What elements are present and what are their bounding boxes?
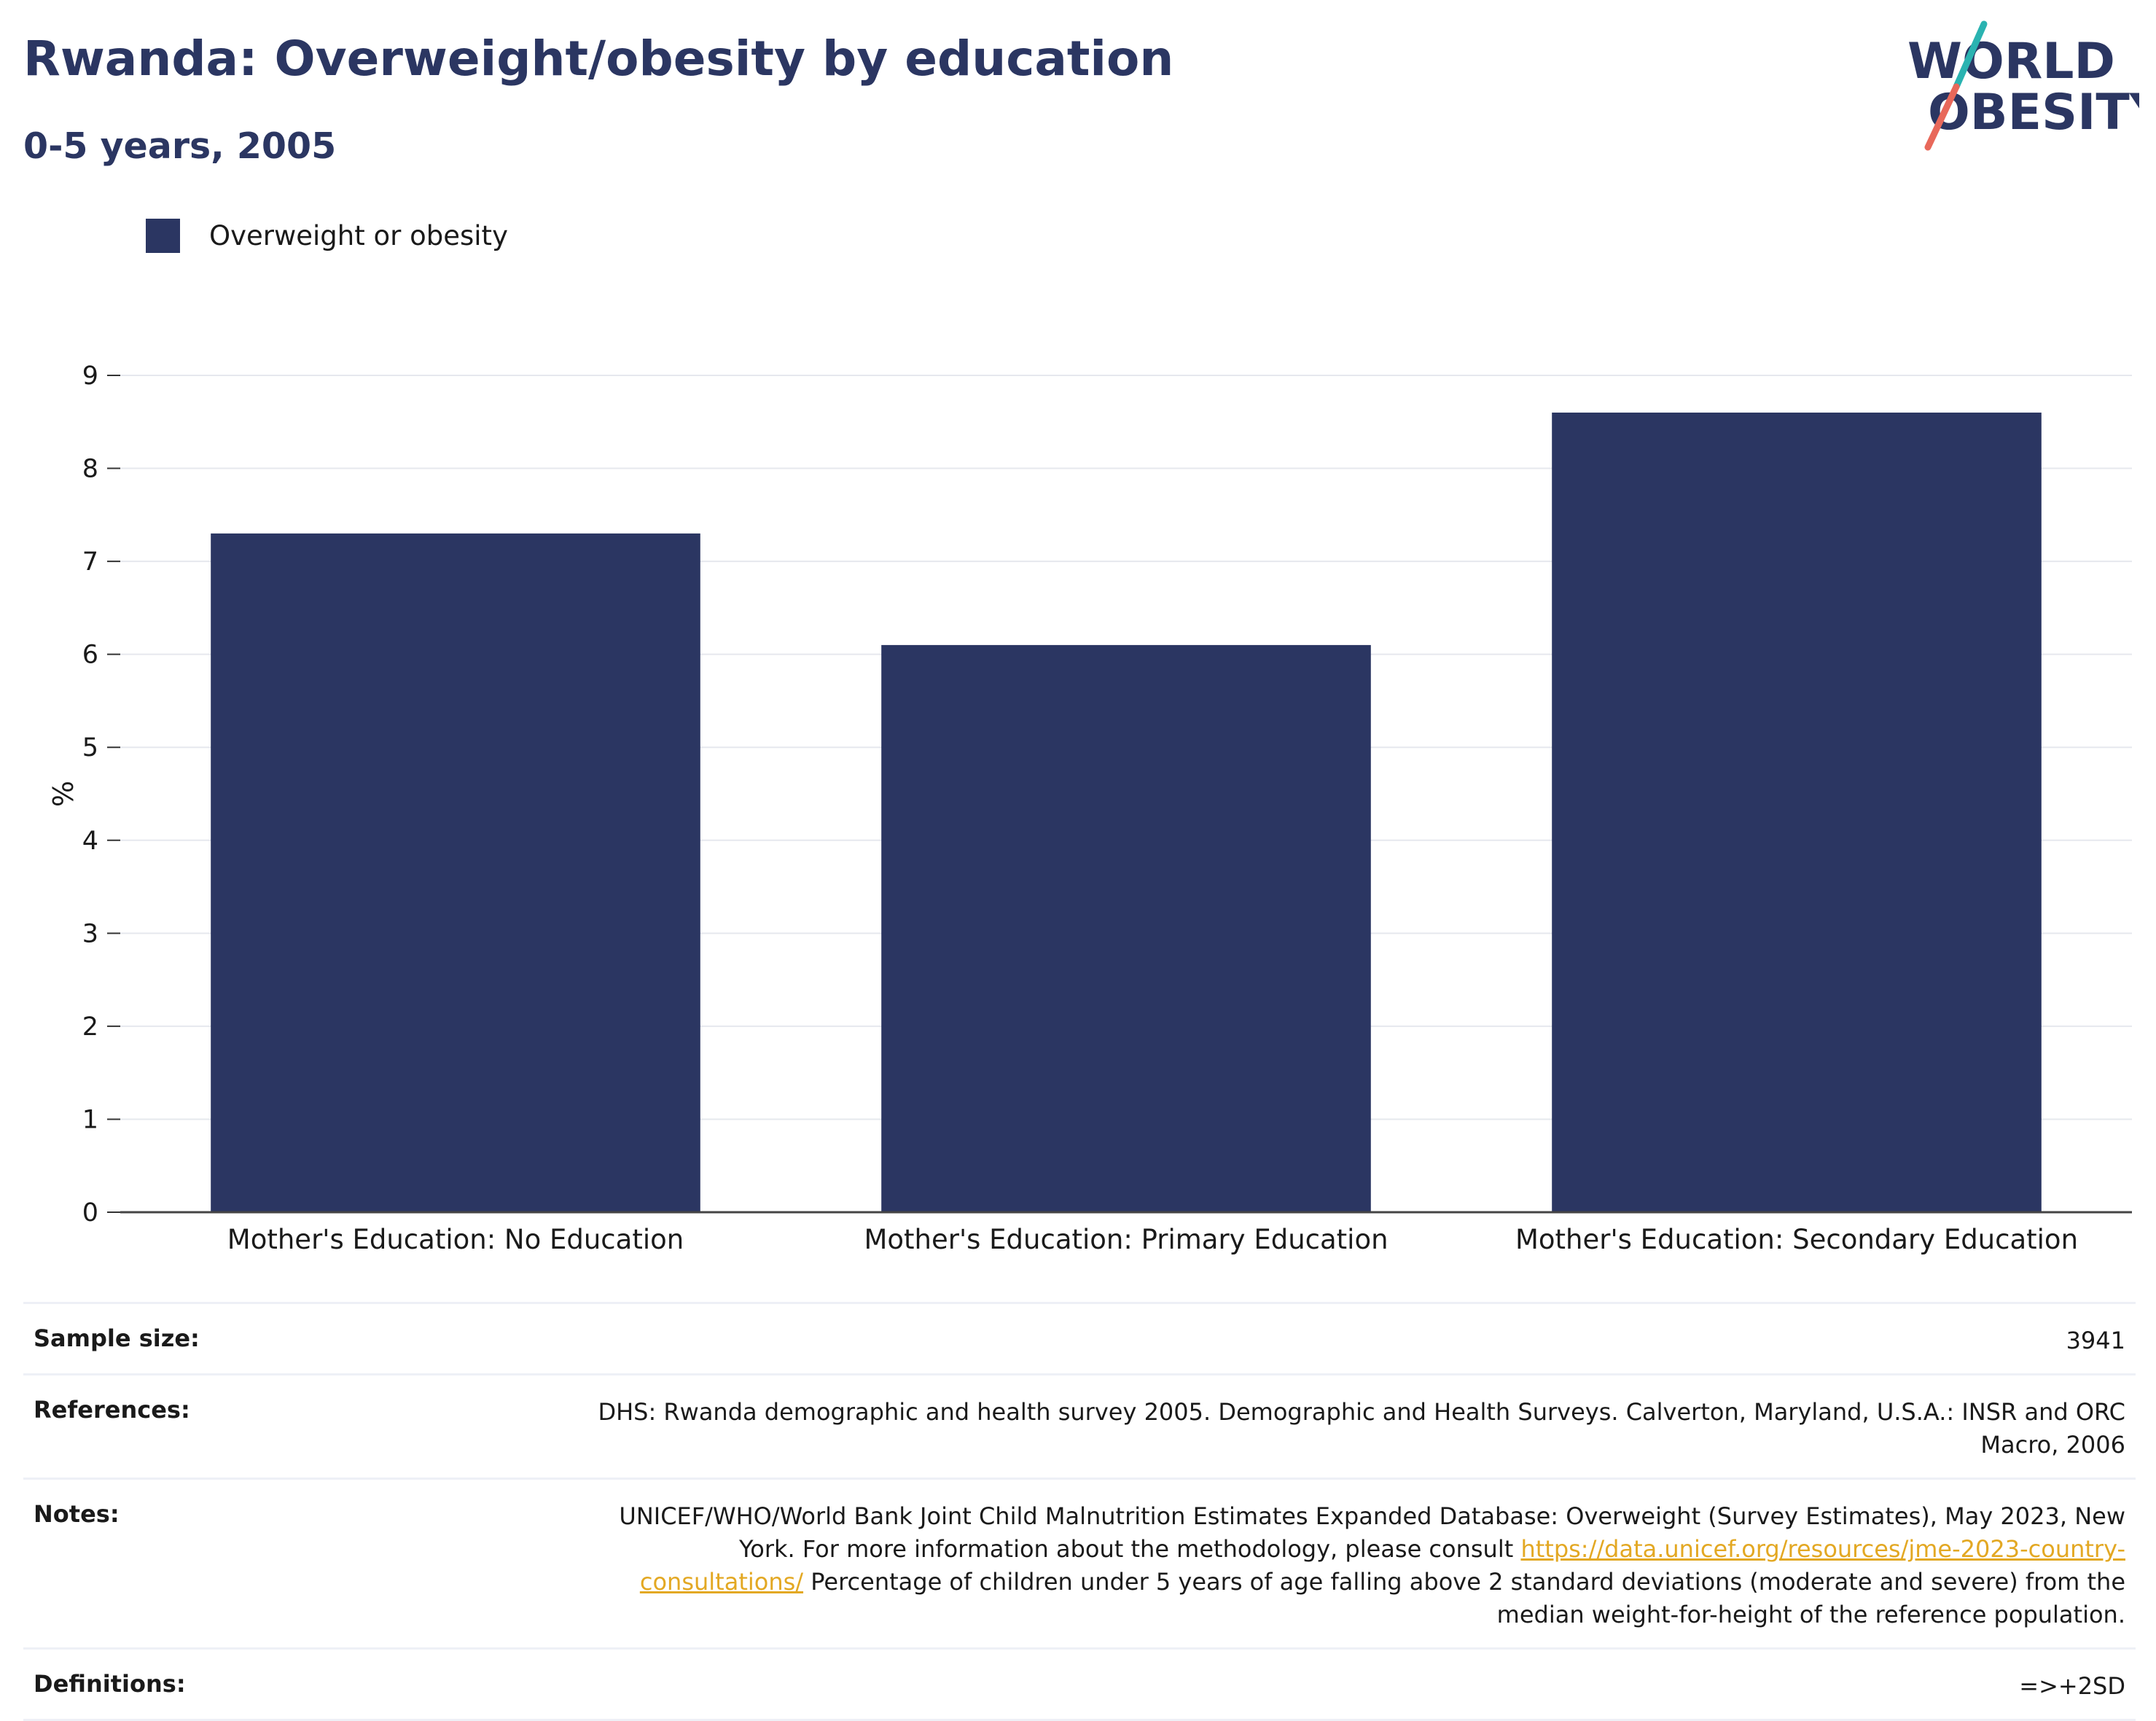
- x-tick-label: Mother's Education: Primary Education: [864, 1224, 1388, 1255]
- y-tick-label: 4: [82, 827, 98, 856]
- y-tick-label: 8: [82, 455, 98, 484]
- info-label: Notes:: [34, 1500, 120, 1528]
- notes-text-before-link: UNICEF/WHO/World Bank Joint Child Malnut…: [619, 1502, 2125, 1563]
- y-tick-label: 2: [82, 1012, 98, 1042]
- info-value: UNICEF/WHO/World Bank Joint Child Malnut…: [580, 1500, 2125, 1631]
- info-value: 3941: [2066, 1327, 2125, 1354]
- x-tick-label: Mother's Education: No Education: [227, 1224, 684, 1255]
- chart-legend: Overweight or obesity: [146, 217, 508, 254]
- bar: [1552, 413, 2042, 1212]
- bar: [881, 644, 1371, 1212]
- y-tick-label: 9: [82, 362, 98, 391]
- logo-slash-top: [1953, 20, 1988, 90]
- legend-label: Overweight or obesity: [209, 219, 508, 251]
- info-label: References:: [34, 1396, 190, 1424]
- logo-slash-bottom: [1924, 83, 1960, 151]
- chart-title: Rwanda: Overweight/obesity by education: [23, 31, 1174, 87]
- y-tick-label: 1: [82, 1105, 98, 1134]
- info-row-definitions: Definitions: =>+2SD: [23, 1647, 2136, 1721]
- y-tick-label: 6: [82, 641, 98, 670]
- world-obesity-logo: WORLD OBESITY: [1907, 20, 2139, 151]
- notes-text-after-link: Percentage of children under 5 years of …: [803, 1568, 2125, 1628]
- info-row-sample-size: Sample size: 3941: [23, 1302, 2136, 1373]
- info-row-notes: Notes: UNICEF/WHO/World Bank Joint Child…: [23, 1478, 2136, 1647]
- chart-subtitle: 0-5 years, 2005: [23, 125, 337, 167]
- y-tick-label: 7: [82, 547, 98, 577]
- y-tick-label: 5: [82, 733, 98, 762]
- logo-text-obesity: OBESITY: [1928, 84, 2139, 141]
- info-label: Sample size:: [34, 1324, 200, 1352]
- info-value: DHS: Rwanda demographic and health surve…: [598, 1398, 2125, 1459]
- x-tick-label: Mother's Education: Secondary Education: [1515, 1224, 2078, 1255]
- info-label: Definitions:: [34, 1670, 186, 1698]
- bar: [211, 533, 700, 1212]
- info-row-references: References: DHS: Rwanda demographic and …: [23, 1373, 2136, 1478]
- bar-chart: 0 1 2 3 4 5 6 7 8 9% Mother's Education: No Educat…: [46, 362, 2132, 1255]
- info-value: =>+2SD: [2019, 1672, 2125, 1700]
- info-table: Sample size: 3941 References: DHS: Rwand…: [23, 1302, 2136, 1721]
- y-tick-label: 0: [82, 1198, 98, 1228]
- legend-swatch: [146, 218, 180, 253]
- logo-text-world: WORLD: [1907, 33, 2115, 90]
- y-axis-title: %: [46, 781, 78, 807]
- methodology-link[interactable]: https://data.unicef.org/resources/jme-20…: [639, 1535, 2125, 1596]
- y-tick-label: 3: [82, 919, 98, 948]
